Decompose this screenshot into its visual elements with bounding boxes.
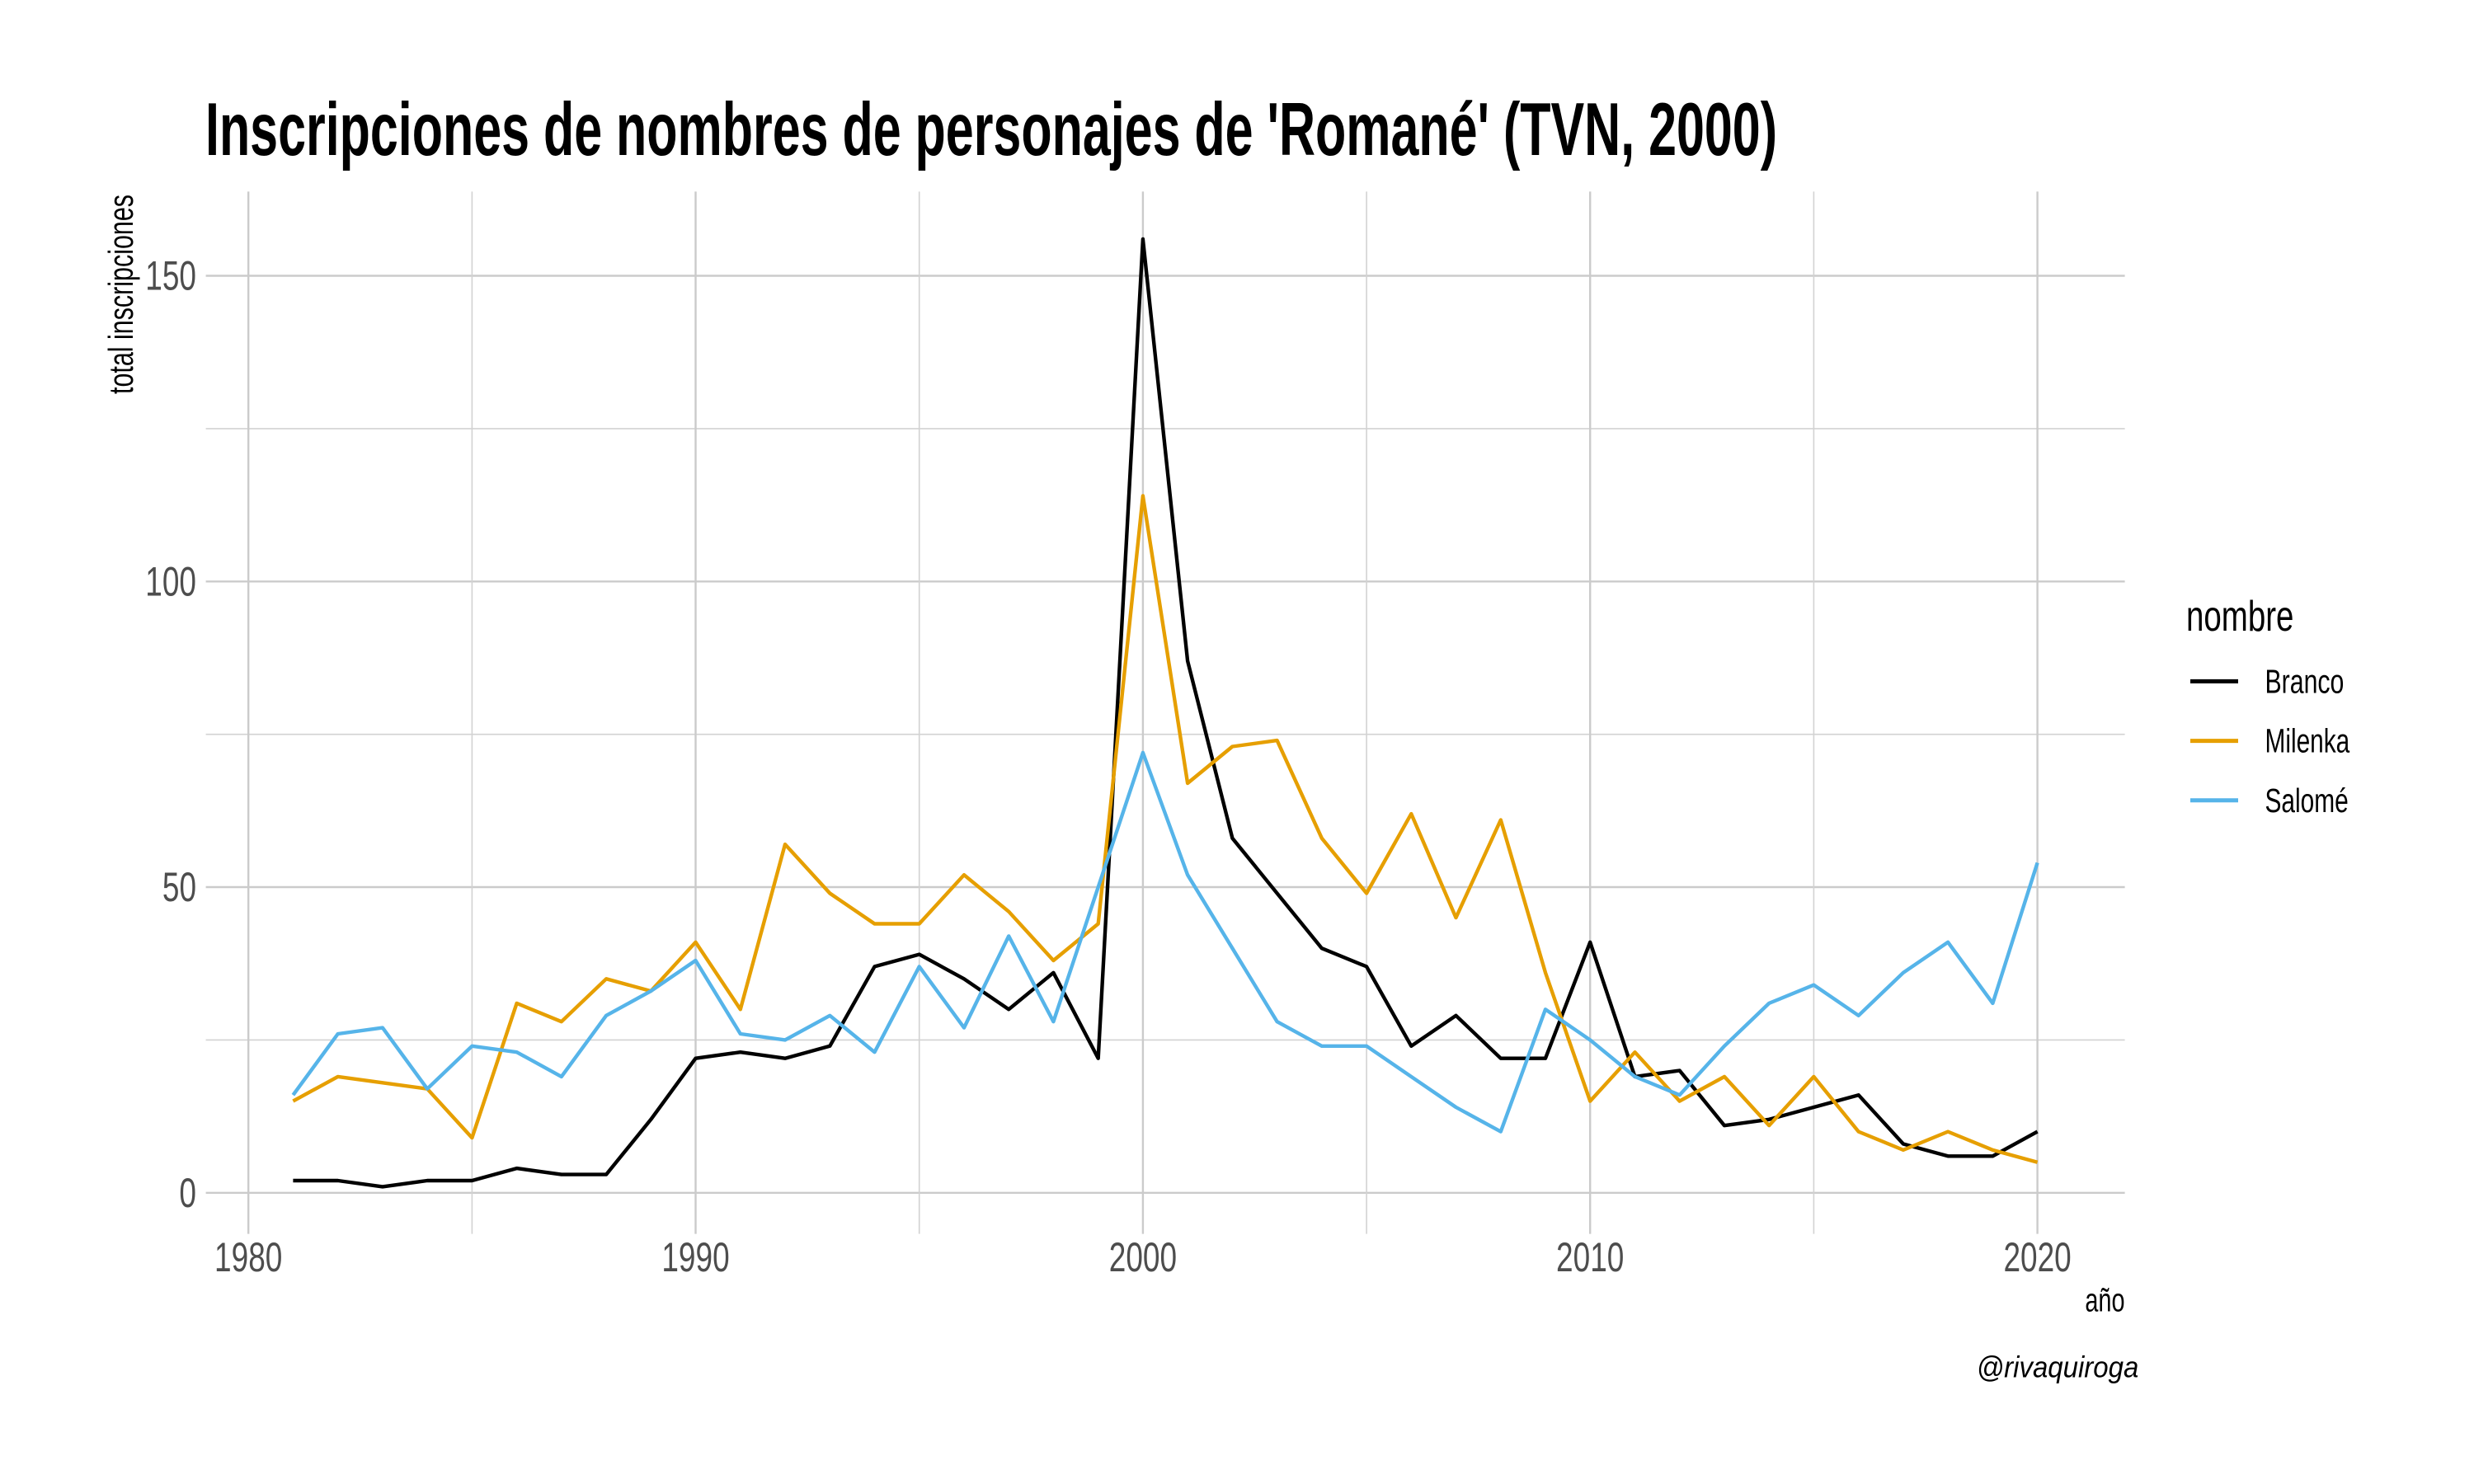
svg-text:año: año <box>2085 1283 2124 1319</box>
svg-text:100: 100 <box>145 558 196 604</box>
svg-text:nombre: nombre <box>2186 593 2293 641</box>
svg-text:150: 150 <box>145 253 196 299</box>
svg-text:2010: 2010 <box>1556 1234 1624 1280</box>
svg-text:total inscripciones: total inscripciones <box>101 195 140 394</box>
svg-text:2000: 2000 <box>1109 1234 1177 1280</box>
svg-text:Milenka: Milenka <box>2265 722 2350 760</box>
svg-text:Salomé: Salomé <box>2265 782 2349 819</box>
svg-text:1980: 1980 <box>214 1234 282 1280</box>
svg-text:0: 0 <box>179 1170 196 1216</box>
svg-text:2020: 2020 <box>2003 1234 2071 1280</box>
svg-text:@rivaquiroga: @rivaquiroga <box>1977 1350 2139 1384</box>
svg-text:50: 50 <box>162 864 196 910</box>
svg-text:1990: 1990 <box>661 1234 729 1280</box>
svg-text:Branco: Branco <box>2265 662 2345 700</box>
svg-text:Inscripciones de nombres de pe: Inscripciones de nombres de personajes d… <box>205 88 1777 171</box>
